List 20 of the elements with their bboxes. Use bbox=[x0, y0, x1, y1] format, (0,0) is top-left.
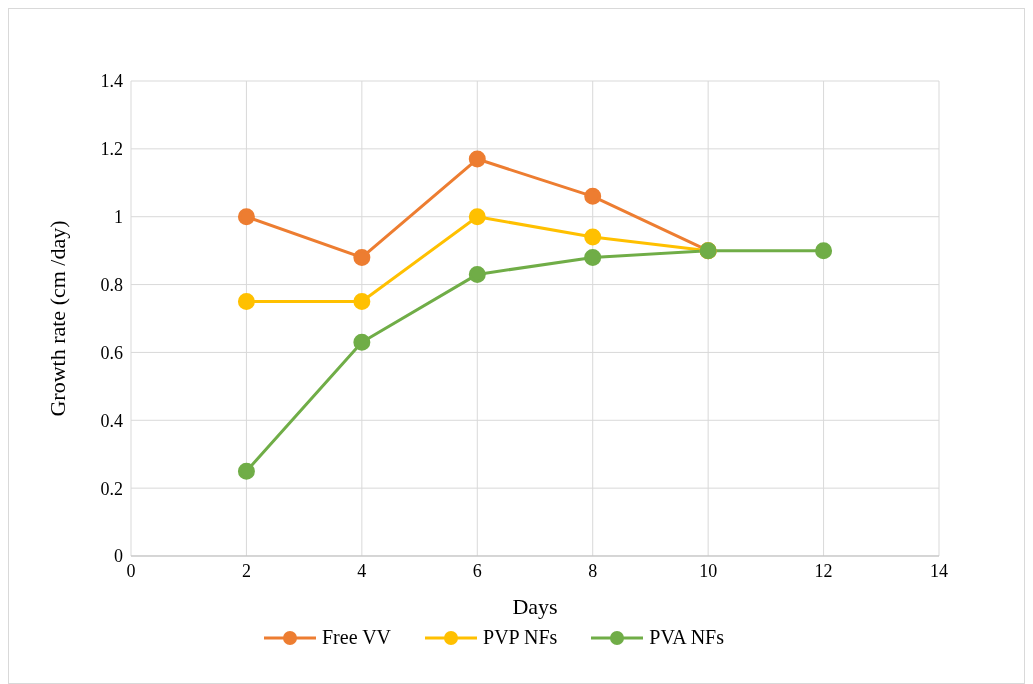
x-tick-label: 2 bbox=[241, 560, 251, 581]
legend-label: Free VV bbox=[321, 626, 392, 649]
x-tick-label: 12 bbox=[814, 560, 833, 581]
y-tick-label: 0 bbox=[114, 546, 123, 567]
y-tick-label: 0.2 bbox=[100, 478, 123, 499]
x-tick-label: 4 bbox=[357, 560, 367, 581]
y-tick-label: 0.4 bbox=[100, 410, 123, 431]
y-tick-label: 1.2 bbox=[100, 139, 123, 160]
x-tick-label: 10 bbox=[699, 560, 718, 581]
y-tick-label: 0.8 bbox=[100, 274, 123, 295]
x-tick-label: 14 bbox=[930, 560, 948, 581]
y-tick-label: 0.6 bbox=[100, 342, 123, 363]
y-axis-title: Growth rate (cm /day) bbox=[44, 220, 70, 417]
x-tick-label: 8 bbox=[588, 560, 598, 581]
legend-label: PVA NFs bbox=[649, 626, 725, 649]
y-tick-label: 1.4 bbox=[100, 71, 123, 92]
y-tick-label: 1 bbox=[114, 207, 123, 228]
legend-label: PVP NFs bbox=[483, 626, 558, 649]
x-axis-title: Days bbox=[512, 594, 558, 619]
x-tick-label: 6 bbox=[472, 560, 482, 581]
